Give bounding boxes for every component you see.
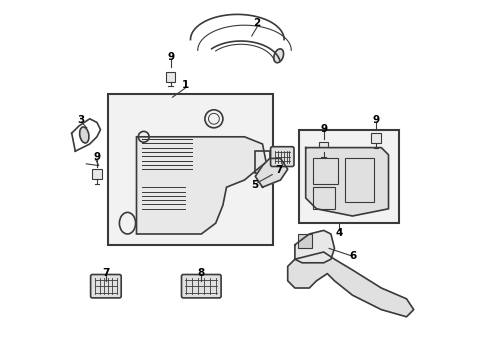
Text: 6: 6 <box>349 251 356 261</box>
Text: 4: 4 <box>334 228 342 238</box>
Ellipse shape <box>273 49 283 63</box>
Bar <box>92 170 102 179</box>
Bar <box>312 187 334 209</box>
Bar <box>370 134 380 143</box>
Text: 7: 7 <box>275 165 282 175</box>
Polygon shape <box>255 158 287 187</box>
PathPatch shape <box>136 137 265 234</box>
FancyBboxPatch shape <box>181 275 221 298</box>
Bar <box>298 130 399 223</box>
Text: 9: 9 <box>320 123 326 134</box>
Text: 2: 2 <box>253 18 260 28</box>
Ellipse shape <box>80 127 89 143</box>
Bar <box>255 151 269 173</box>
Text: 3: 3 <box>77 114 84 125</box>
Bar <box>312 158 337 184</box>
FancyBboxPatch shape <box>270 147 293 166</box>
Text: 9: 9 <box>167 51 174 62</box>
Text: 5: 5 <box>251 180 258 190</box>
Polygon shape <box>287 252 413 317</box>
Bar <box>165 72 175 82</box>
Polygon shape <box>294 230 334 263</box>
Bar <box>345 158 373 202</box>
Text: 8: 8 <box>197 267 204 278</box>
Bar <box>297 234 311 248</box>
Text: 7: 7 <box>102 267 109 278</box>
Text: 9: 9 <box>371 114 379 125</box>
FancyBboxPatch shape <box>90 275 121 298</box>
Polygon shape <box>305 148 387 216</box>
Bar <box>318 143 328 152</box>
Text: 9: 9 <box>93 152 100 162</box>
Bar <box>107 94 273 245</box>
Text: 1: 1 <box>181 80 188 90</box>
